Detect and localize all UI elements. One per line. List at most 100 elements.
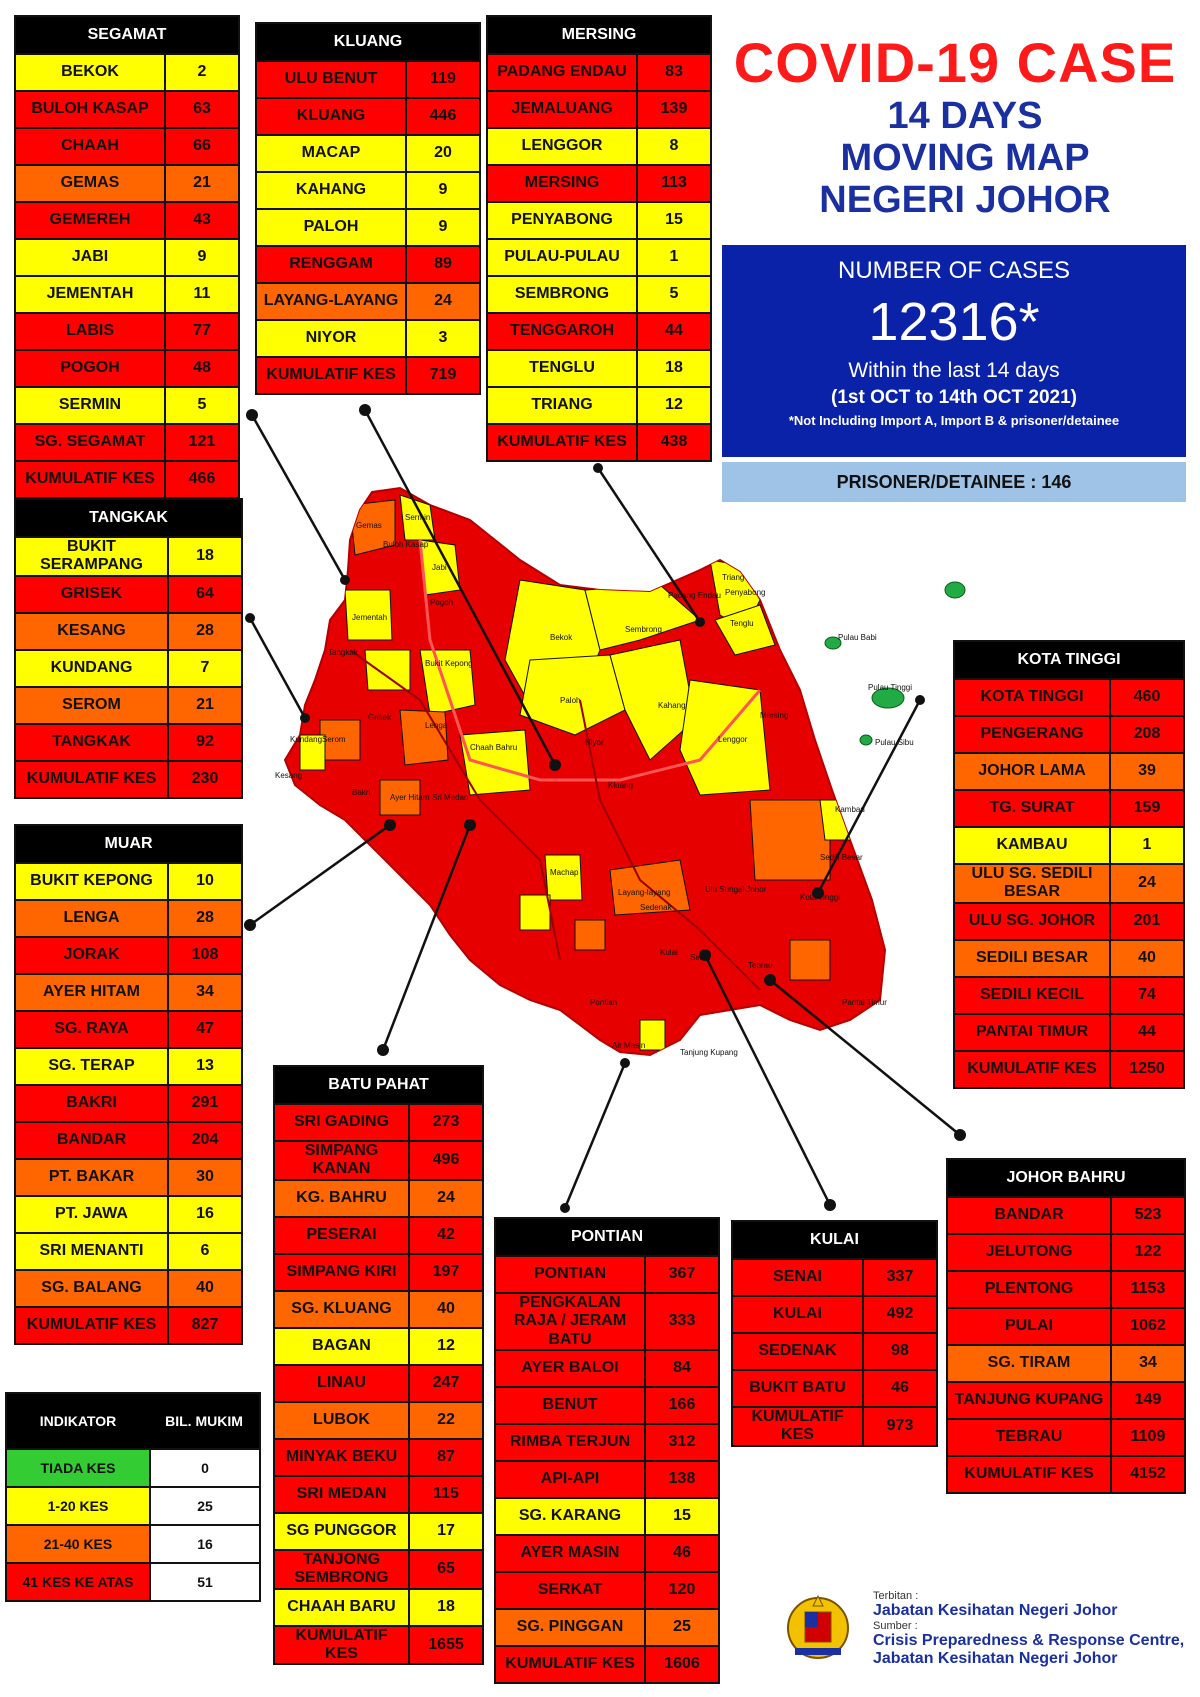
map-label: Jabi xyxy=(432,563,447,572)
mukim-name: TEBRAU xyxy=(948,1418,1110,1455)
case-count: 333 xyxy=(644,1292,718,1350)
mukim-name: PULAU-PULAU xyxy=(488,238,636,275)
case-count: 115 xyxy=(408,1474,482,1512)
table-row: SRI GADING 273 xyxy=(275,1103,482,1140)
table-row: KUMULATIF KES 230 xyxy=(16,759,241,797)
case-count: 4152 xyxy=(1110,1455,1184,1492)
table-title: SEGAMAT xyxy=(16,17,238,53)
case-count: 65 xyxy=(408,1548,482,1588)
mukim-name: SRI GADING xyxy=(275,1103,408,1140)
table-row: KUMULATIF KES 827 xyxy=(16,1306,241,1343)
mukim-name: PT. JAWA xyxy=(16,1195,167,1232)
case-count: 84 xyxy=(644,1349,718,1387)
mukim-name: KUMULATIF KES xyxy=(257,356,405,393)
segamat-table: SEGAMAT BEKOK 2 BULOH KASAP 63 CHAAH 66 GEMAS 2… xyxy=(14,15,240,499)
region-chaah-bahru xyxy=(459,729,531,796)
case-count: 24 xyxy=(408,1178,482,1216)
case-count: 230 xyxy=(167,759,241,797)
table-row: KUMULATIF KES 1606 xyxy=(496,1645,718,1683)
mukim-name: TG. SURAT xyxy=(955,789,1109,826)
case-count: 20 xyxy=(405,134,479,171)
mukim-name: PLENTONG xyxy=(948,1270,1110,1307)
mukim-name: SRI MENANTI xyxy=(16,1232,167,1269)
mukim-name: ULU SG. JOHOR xyxy=(955,901,1109,939)
table-row: SG. KLUANG 40 xyxy=(275,1289,482,1327)
case-count: 492 xyxy=(862,1295,936,1332)
jata-johor-emblem xyxy=(787,1594,849,1659)
mukim-name: KUMULATIF KES xyxy=(496,1645,644,1683)
district-border-a xyxy=(418,539,762,782)
case-count: 1 xyxy=(1109,826,1183,863)
case-count: 12 xyxy=(636,386,710,423)
case-count: 83 xyxy=(636,53,710,90)
map-label: Serom xyxy=(322,735,346,744)
region-sg-punggor xyxy=(519,894,551,931)
mukim-name: SG PUNGGOR xyxy=(275,1511,408,1549)
mukim-name: BANDAR xyxy=(948,1196,1110,1233)
map-label: Lenga xyxy=(425,721,448,730)
table-row: KUMULATIF KES 1655 xyxy=(275,1624,482,1664)
case-count: 28 xyxy=(167,611,241,649)
case-count: 496 xyxy=(408,1140,482,1179)
table-row: PULAU-PULAU 1 xyxy=(488,238,710,275)
cases-label: NUMBER OF CASES xyxy=(837,257,1071,284)
case-count: 15 xyxy=(644,1497,718,1535)
table-title: JOHOR BAHRU xyxy=(948,1160,1184,1196)
table-row: SG. TIRAM 34 xyxy=(948,1344,1184,1381)
island-pulau-tinggi xyxy=(871,687,905,709)
table-row: CHAAH BARU 18 xyxy=(275,1587,482,1625)
mukim-name: RENGGAM xyxy=(257,245,405,282)
page-title: COVID-19 CASE xyxy=(733,31,1177,94)
table-row: BAGAN 12 xyxy=(275,1326,482,1364)
case-count: 16 xyxy=(167,1195,241,1232)
map-label: Machap xyxy=(550,868,579,877)
legend-indicator: 41 KES KE ATAS xyxy=(7,1562,149,1600)
mukim-name: SERMIN xyxy=(16,386,164,423)
map-label: Kesang xyxy=(275,771,302,780)
case-count: 21 xyxy=(164,164,238,201)
mukim-name: SEDILI BESAR xyxy=(955,938,1109,976)
map-label: Sedenak xyxy=(640,903,673,912)
mukim-name: PENYABONG xyxy=(488,201,636,238)
case-count: 1250 xyxy=(1109,1049,1183,1087)
table-row: KG. BAHRU 24 xyxy=(275,1178,482,1216)
table-row: BAKRI 291 xyxy=(16,1084,241,1121)
table-row: SENAI 337 xyxy=(733,1258,936,1295)
mukim-regions xyxy=(299,494,861,1051)
table-row: PENGKALAN RAJA / JERAM BATU 333 xyxy=(496,1292,718,1350)
map-label: Gemas xyxy=(356,521,382,530)
case-count: 66 xyxy=(164,127,238,164)
case-count: 291 xyxy=(167,1084,241,1121)
table-row: PT. BAKAR 30 xyxy=(16,1158,241,1195)
legend-indicator: 21-40 KES xyxy=(7,1524,149,1562)
map-label: Bukit Kepong xyxy=(425,659,473,668)
table-row: SG. BALANG 40 xyxy=(16,1269,241,1306)
table-row: TEBRAU 1109 xyxy=(948,1418,1184,1455)
map-label: Senai xyxy=(690,953,711,962)
mukim-name: KUMULATIF KES xyxy=(733,1406,862,1445)
map-label: Jementah xyxy=(352,613,387,622)
sumber-label: Sumber : xyxy=(873,1620,918,1632)
batu-pahat-table: BATU PAHAT SRI GADING 273 SIMPANG KANAN 496… xyxy=(273,1065,484,1666)
mukim-name: SERKAT xyxy=(496,1571,644,1609)
case-count: 24 xyxy=(1109,863,1183,902)
mukim-name: KAHANG xyxy=(257,171,405,208)
case-count: 149 xyxy=(1110,1381,1184,1418)
region-ulu-sedili-besar xyxy=(749,799,831,881)
cases-summary-box: NUMBER OF CASES 12316* Within the last 1… xyxy=(722,245,1186,457)
table-row: LINAU 247 xyxy=(275,1363,482,1401)
cases-total: 12316* xyxy=(868,292,1040,352)
table-row: NIYOR 3 xyxy=(257,319,479,356)
mukim-name: KUNDANG xyxy=(16,648,167,686)
case-count: 48 xyxy=(164,349,238,386)
case-count: 5 xyxy=(636,275,710,312)
table-row: PLENTONG 1153 xyxy=(948,1270,1184,1307)
map-label: Penyabong xyxy=(725,588,765,597)
mukim-name: SG. SEGAMAT xyxy=(16,423,164,460)
case-count: 166 xyxy=(644,1386,718,1424)
case-count: 1606 xyxy=(644,1645,718,1683)
mukim-name: GEMEREH xyxy=(16,201,164,238)
mukim-name: PONTIAN xyxy=(496,1255,644,1292)
case-count: 98 xyxy=(862,1332,936,1369)
mukim-name: CHAAH xyxy=(16,127,164,164)
